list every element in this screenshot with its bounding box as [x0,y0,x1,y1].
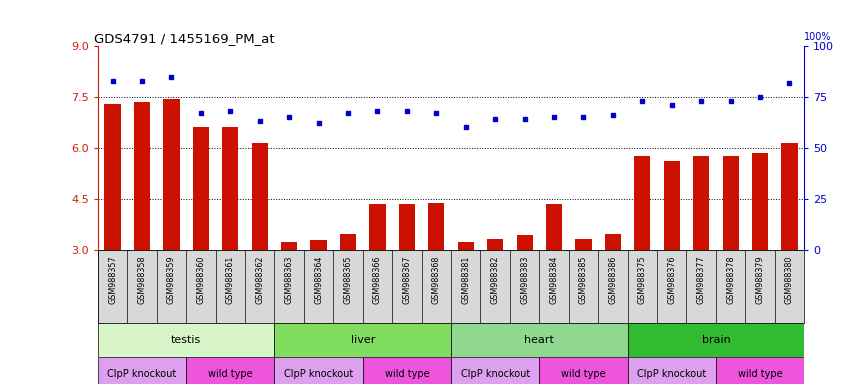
Bar [575,239,591,250]
Text: GSM988382: GSM988382 [491,255,500,304]
Text: GSM988385: GSM988385 [579,255,588,304]
Bar [340,234,356,250]
Bar [311,240,327,250]
Bar [128,250,157,323]
Bar [428,203,444,250]
Bar [598,250,627,323]
Bar [517,235,533,250]
Bar [451,323,627,357]
Text: heart: heart [524,335,554,345]
Text: GSM988375: GSM988375 [638,255,647,304]
Text: GSM988380: GSM988380 [785,255,794,304]
Text: brain: brain [701,335,730,345]
Text: GSM988383: GSM988383 [520,255,529,304]
Bar [392,250,421,323]
Bar [716,357,804,384]
Bar [627,250,657,323]
Text: GSM988360: GSM988360 [197,255,205,304]
Bar [510,250,540,323]
Bar [716,250,745,323]
Text: GSM988357: GSM988357 [108,255,117,304]
Bar [540,250,568,323]
Bar [781,143,797,250]
Bar [98,357,186,384]
Bar [693,156,709,250]
Text: GSM988381: GSM988381 [461,255,471,304]
Text: testis: testis [171,335,202,345]
Bar [215,250,245,323]
Text: GSM988359: GSM988359 [167,255,176,304]
Text: wild type: wild type [208,369,253,379]
Text: ClpP knockout: ClpP knockout [107,369,177,379]
Bar [281,242,297,250]
Bar [568,250,598,323]
Bar [664,161,680,250]
Bar [245,250,274,323]
Text: wild type: wild type [561,369,606,379]
Text: GSM988384: GSM988384 [550,255,558,304]
Bar [399,204,415,250]
Text: GSM988358: GSM988358 [138,255,146,304]
Text: GSM988377: GSM988377 [697,255,705,304]
Text: ClpP knockout: ClpP knockout [284,369,353,379]
Bar [752,153,768,250]
Text: wild type: wild type [385,369,429,379]
Text: GSM988361: GSM988361 [226,255,235,304]
Text: GSM988363: GSM988363 [285,255,294,304]
Bar [487,239,503,250]
Bar [540,357,627,384]
Bar [98,323,274,357]
Bar [627,323,804,357]
Text: wild type: wild type [738,369,782,379]
Text: GSM988367: GSM988367 [403,255,411,304]
Text: GSM988378: GSM988378 [726,255,735,304]
Text: GSM988386: GSM988386 [608,255,617,304]
Bar [369,204,386,250]
Text: GSM988376: GSM988376 [667,255,677,304]
Text: GSM988365: GSM988365 [344,255,352,304]
Text: liver: liver [351,335,375,345]
Bar [193,127,209,250]
Bar [687,250,716,323]
Bar [222,127,238,250]
Bar [605,234,621,250]
Bar [105,104,121,250]
Text: GDS4791 / 1455169_PM_at: GDS4791 / 1455169_PM_at [94,32,275,45]
Bar [481,250,510,323]
Bar [134,102,150,250]
Bar [546,204,563,250]
Bar [774,250,804,323]
Bar [634,156,650,250]
Text: GSM988364: GSM988364 [314,255,323,304]
Bar [252,143,268,250]
Bar [627,357,716,384]
Text: GSM988368: GSM988368 [431,255,441,304]
Bar [186,250,215,323]
Bar [157,250,186,323]
Bar [657,250,687,323]
Text: GSM988379: GSM988379 [756,255,764,304]
Bar [363,357,451,384]
Text: GSM988362: GSM988362 [255,255,264,304]
Bar [451,250,481,323]
Bar [722,156,739,250]
Bar [98,250,128,323]
Bar [274,323,451,357]
Text: GSM988366: GSM988366 [373,255,382,304]
Bar [186,357,274,384]
Bar [458,242,474,250]
Bar [274,357,363,384]
Text: ClpP knockout: ClpP knockout [460,369,530,379]
Bar [451,357,540,384]
Bar [304,250,334,323]
Bar [274,250,304,323]
Bar [421,250,451,323]
Text: ClpP knockout: ClpP knockout [637,369,706,379]
Text: 100%: 100% [804,32,831,42]
Bar [363,250,392,323]
Bar [334,250,363,323]
Bar [745,250,774,323]
Bar [163,99,180,250]
